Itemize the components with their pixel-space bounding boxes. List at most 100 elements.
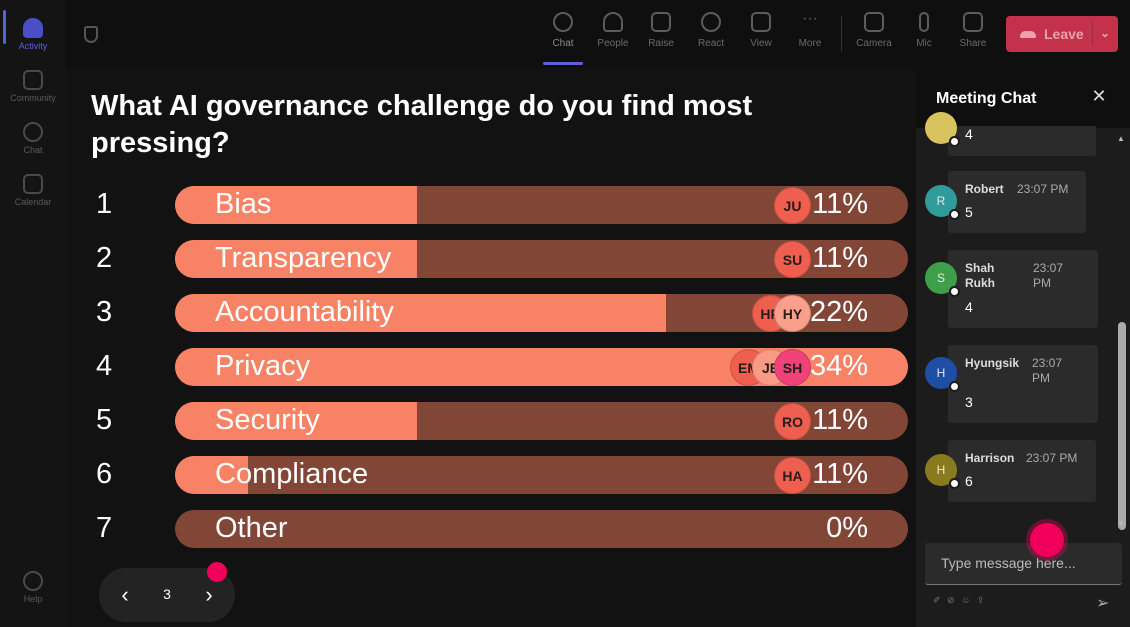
option-label: Bias xyxy=(215,188,272,220)
chat-active-indicator xyxy=(543,62,583,65)
chat-bubble-icon xyxy=(23,122,43,142)
status-indicator xyxy=(949,136,960,147)
option-percent: 0% xyxy=(826,512,868,544)
message-text: 4 xyxy=(965,126,973,142)
share-button[interactable]: Share xyxy=(952,12,994,49)
status-indicator xyxy=(949,209,960,220)
chat-avatar xyxy=(925,112,960,147)
close-icon[interactable]: ✕ xyxy=(1091,86,1107,106)
rail-item-label: Community xyxy=(10,93,56,103)
calendar-icon xyxy=(23,174,43,194)
react-label: React xyxy=(697,38,725,49)
avatar-initial: H xyxy=(936,366,946,380)
option-percent: 22% xyxy=(809,296,868,328)
rail-item-community[interactable]: Community xyxy=(0,62,66,114)
chat-message: Hyungsik 23:07 PM 3 xyxy=(948,345,1098,423)
option-number: 1 xyxy=(96,188,113,220)
sender-name: Shah Rukh xyxy=(965,261,995,290)
message-input[interactable] xyxy=(925,543,1122,583)
poll-option-row: 5 Security 11% RO xyxy=(66,402,916,440)
option-percent: 11% xyxy=(812,242,868,274)
phone-hangup-icon xyxy=(1020,31,1036,38)
option-number: 2 xyxy=(96,242,113,274)
chat-header: Meeting Chat ✕ xyxy=(916,68,1130,128)
sender-name: Robert xyxy=(965,182,1004,196)
sender-name: Hyungsik xyxy=(965,356,1020,370)
rail-item-label: Calendar xyxy=(14,197,52,207)
chat-avatar: R xyxy=(925,185,960,220)
hand-icon xyxy=(651,12,671,32)
message-text: 3 xyxy=(965,394,973,410)
leave-button[interactable]: Leave ⌄ xyxy=(1006,16,1118,52)
rail-item-chat[interactable]: Chat xyxy=(0,114,66,166)
option-bar-fill xyxy=(175,186,417,224)
smiley-icon xyxy=(701,12,721,32)
camera-button[interactable]: Camera xyxy=(853,12,895,49)
app-rail: Activity Community Chat Calendar Help xyxy=(0,0,66,627)
raise-label: Raise xyxy=(648,38,674,49)
message-text: 4 xyxy=(965,299,973,315)
option-percent: 11% xyxy=(812,458,868,490)
chat-scrollbar[interactable]: ▲ ▼ xyxy=(1115,134,1128,534)
option-label: Other xyxy=(215,512,288,544)
mic-button[interactable]: Mic xyxy=(903,12,945,49)
chat-title: Meeting Chat xyxy=(936,90,1037,107)
more-button[interactable]: ··· More xyxy=(789,10,831,50)
voter-avatar: SU xyxy=(774,241,811,278)
raise-hand-button[interactable]: Raise xyxy=(640,12,682,49)
microphone-icon xyxy=(919,12,929,32)
chat-message: Shah Rukh 23:07 PM 4 xyxy=(948,250,1098,328)
view-button[interactable]: View xyxy=(740,12,782,49)
chat-icon xyxy=(553,12,573,32)
option-label: Accountability xyxy=(215,296,394,328)
mic-label: Mic xyxy=(916,38,932,49)
more-dots-icon: ··· xyxy=(802,10,818,27)
chat-message: 4 xyxy=(948,126,1096,156)
message-time: 23:07 PM xyxy=(1033,261,1064,290)
help-icon xyxy=(23,571,43,591)
next-page-button[interactable]: › xyxy=(205,582,213,607)
voter-avatar: HA xyxy=(774,457,811,494)
chevron-down-icon[interactable]: ⌄ xyxy=(1100,26,1111,40)
format-toolbar-icons[interactable]: ✐ ⊘ ☺ ⇪ xyxy=(933,595,987,605)
share-label: Share xyxy=(959,38,987,49)
prev-page-button[interactable]: ‹ xyxy=(121,582,129,607)
scroll-down-icon[interactable]: ▼ xyxy=(1117,519,1125,528)
voter-avatar: RO xyxy=(774,403,811,440)
scrollbar-thumb[interactable] xyxy=(1118,322,1126,530)
chat-message: Robert 23:07 PM 5 xyxy=(948,171,1086,233)
meeting-chat-panel: Meeting Chat ✕ 4 Robert 23:07 PM 5 R Shah Ruk… xyxy=(916,68,1130,627)
people-label: People xyxy=(597,38,629,49)
chat-avatar: H xyxy=(925,357,960,392)
voter-avatar: SH xyxy=(774,349,811,386)
poll-option-row: 2 Transparency 11% SU xyxy=(66,240,916,278)
poll-option-row: 1 Bias 11% JU xyxy=(66,186,916,224)
message-compose[interactable] xyxy=(925,543,1122,585)
share-screen-icon xyxy=(963,12,983,32)
chat-button[interactable]: Chat xyxy=(542,12,584,49)
rail-item-help[interactable]: Help xyxy=(0,563,66,615)
message-time: 23:07 PM xyxy=(1026,451,1078,465)
poll-results: What AI governance challenge do you find… xyxy=(66,68,916,627)
option-bar-fill xyxy=(175,402,417,440)
option-label: Privacy xyxy=(215,350,311,382)
send-icon[interactable]: ➢ xyxy=(1096,595,1110,612)
option-bar-fill xyxy=(175,294,666,332)
rail-item-calendar[interactable]: Calendar xyxy=(0,166,66,218)
toolbar-divider xyxy=(841,16,842,52)
status-indicator xyxy=(949,478,960,489)
rail-item-activity[interactable]: Activity xyxy=(0,10,66,62)
option-percent: 11% xyxy=(812,404,868,436)
avatar-initial: R xyxy=(936,194,946,208)
people-button[interactable]: People xyxy=(592,12,634,49)
poll-question: What AI governance challenge do you find… xyxy=(91,90,753,159)
rail-item-label: Help xyxy=(23,594,43,604)
page-number: 3 xyxy=(163,586,171,602)
rail-active-indicator xyxy=(3,10,6,44)
react-button[interactable]: React xyxy=(690,12,732,49)
rail-item-label: Activity xyxy=(18,41,48,51)
rail-item-label: Chat xyxy=(23,145,43,155)
option-number: 6 xyxy=(96,458,113,490)
option-number: 4 xyxy=(96,350,113,382)
scroll-up-icon[interactable]: ▲ xyxy=(1117,134,1125,143)
